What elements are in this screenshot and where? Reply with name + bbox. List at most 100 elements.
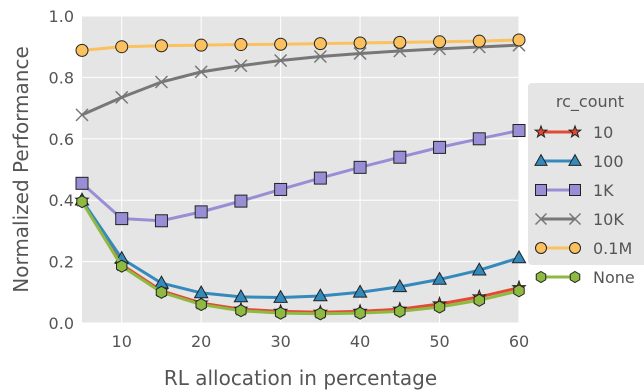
data-point	[235, 304, 247, 318]
legend-item: 1K	[535, 181, 614, 200]
data-point	[154, 39, 168, 53]
data-point	[471, 262, 487, 276]
legend-marker	[569, 184, 581, 196]
data-point	[75, 176, 89, 190]
legend-item: 0.1M	[535, 239, 632, 258]
data-point	[432, 271, 448, 285]
data-point	[154, 75, 168, 89]
y-tick-label: 0.8	[49, 68, 74, 87]
data-point	[155, 285, 168, 299]
data-point	[234, 194, 248, 208]
data-point	[353, 46, 367, 60]
data-point	[392, 278, 408, 293]
series-None	[76, 195, 525, 321]
y-tick-label: 0.2	[49, 253, 74, 272]
series-line	[81, 129, 520, 223]
legend-label: 1K	[593, 181, 614, 200]
data-point	[193, 284, 209, 299]
data-point	[234, 59, 248, 73]
data-point	[115, 40, 129, 54]
data-point	[354, 306, 366, 320]
legend-item: None	[535, 268, 635, 287]
data-point	[353, 36, 367, 50]
legend-marker	[569, 270, 581, 284]
legend-marker	[568, 153, 582, 166]
data-point	[473, 293, 485, 307]
data-point	[274, 37, 288, 51]
legend-marker	[535, 242, 547, 254]
legend-marker	[535, 184, 547, 196]
data-point	[472, 132, 486, 146]
data-point	[433, 140, 447, 154]
data-point	[274, 306, 287, 320]
data-point	[154, 214, 168, 228]
legend-marker	[569, 242, 581, 254]
series-line	[80, 199, 520, 300]
data-point	[394, 304, 406, 318]
x-axis: 10 20 30 40 50 60	[112, 332, 530, 351]
data-point	[472, 34, 486, 48]
series-layer	[74, 33, 527, 321]
legend-label: None	[593, 268, 635, 287]
plot-area	[82, 16, 519, 323]
data-point	[273, 289, 289, 303]
legend-label: 10K	[593, 210, 624, 229]
data-point	[75, 43, 89, 57]
data-point	[115, 90, 129, 104]
legend-marker	[533, 124, 549, 139]
data-point	[312, 288, 328, 302]
series-0.1M	[75, 33, 526, 57]
data-point	[353, 160, 367, 174]
x-axis-label: RL allocation in percentage	[164, 366, 437, 390]
data-point	[352, 284, 368, 298]
legend-marker	[567, 124, 583, 139]
data-point	[433, 35, 447, 49]
legend-title: rc_count	[556, 92, 624, 112]
data-point	[512, 33, 526, 47]
data-point	[274, 182, 288, 196]
legend-marker	[534, 153, 548, 166]
series-line	[80, 200, 520, 316]
data-point	[393, 150, 407, 164]
x-tick-label: 40	[350, 332, 370, 351]
legend-label: 100	[593, 152, 624, 171]
data-point	[115, 212, 129, 226]
y-axis: 0.0 0.2 0.4 0.6 0.8 1.0	[49, 7, 74, 333]
data-point	[433, 300, 446, 314]
y-tick-label: 0.0	[49, 314, 74, 333]
series-1K	[75, 124, 526, 228]
x-tick-label: 60	[509, 332, 529, 351]
data-point	[233, 288, 249, 303]
data-point	[116, 259, 128, 273]
legend-label: 10	[593, 123, 613, 142]
data-point	[194, 38, 208, 52]
y-tick-label: 0.4	[49, 191, 74, 210]
legend-item: 10	[533, 123, 613, 142]
x-tick-label: 50	[429, 332, 449, 351]
legend-item: 10K	[534, 210, 624, 229]
y-tick-label: 0.6	[49, 130, 74, 149]
data-point	[234, 38, 248, 52]
y-tick-label: 1.0	[49, 7, 74, 26]
legend-marker	[568, 212, 582, 226]
data-point	[513, 284, 525, 298]
y-axis-label: Normalized Performance	[9, 46, 33, 293]
data-point	[75, 108, 89, 122]
data-point	[314, 307, 327, 321]
data-point	[195, 298, 207, 312]
data-point	[313, 49, 327, 64]
legend-marker	[534, 212, 548, 226]
data-point	[512, 124, 526, 138]
data-point	[393, 35, 407, 49]
legend: rc_count 10 100 1K 10K 0.1M None	[528, 83, 644, 287]
grid	[82, 15, 520, 324]
legend-item: 100	[534, 152, 624, 171]
data-point	[274, 53, 288, 68]
data-point	[76, 195, 88, 209]
series-line	[81, 43, 520, 117]
data-point	[313, 171, 327, 185]
legend-label: 0.1M	[593, 239, 632, 258]
data-point	[511, 249, 527, 264]
series-line	[81, 38, 520, 52]
